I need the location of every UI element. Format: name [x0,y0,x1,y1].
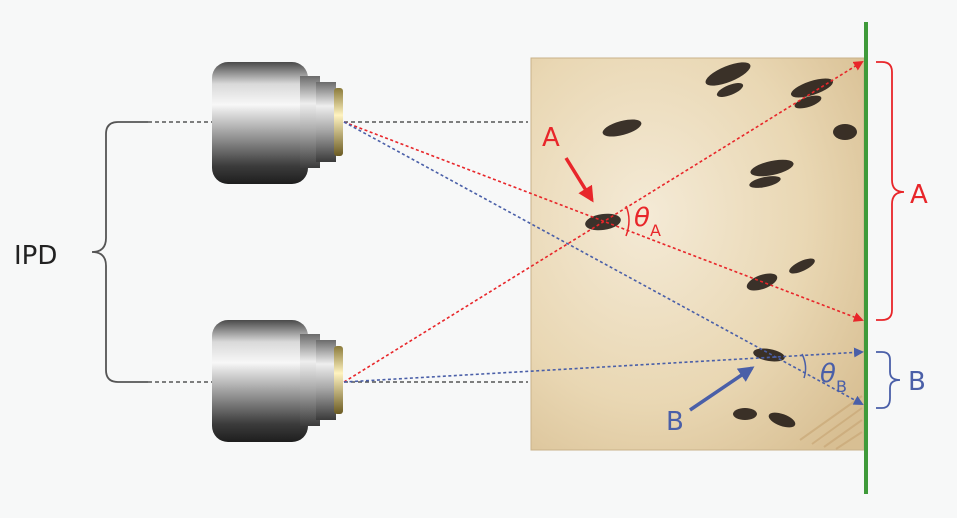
range-a-label: A [910,180,928,210]
ray-b-top-camera [343,121,864,405]
theta-a-symbol: θ [634,203,650,233]
range-b-bracket [876,351,901,409]
point-a-arrow [564,157,594,203]
rays-a [343,60,864,383]
top-camera-icon [212,62,343,184]
theta-a-subscript: A [650,221,661,240]
ipd-bracket [91,121,148,383]
point-a-label: A [542,123,560,153]
ray-a-bottom-camera [343,60,864,383]
theta-b-arc [801,353,807,379]
theta-a-arc [625,205,630,237]
ray-a-top-camera [343,121,864,322]
bottom-camera-icon [212,320,343,442]
scene-photo [530,57,865,451]
point-b-arrow [689,366,755,412]
crosswalk-stripes [799,395,863,450]
theta-b-subscript: B [836,377,847,396]
range-b-label: B [908,367,926,397]
ray-b-bottom-camera [343,347,864,383]
ipd-label: IPD [14,241,57,271]
rays-b [343,121,864,405]
range-a-bracket [876,61,905,321]
theta-b-symbol: θ [820,359,836,389]
point-b-label: B [666,407,684,437]
